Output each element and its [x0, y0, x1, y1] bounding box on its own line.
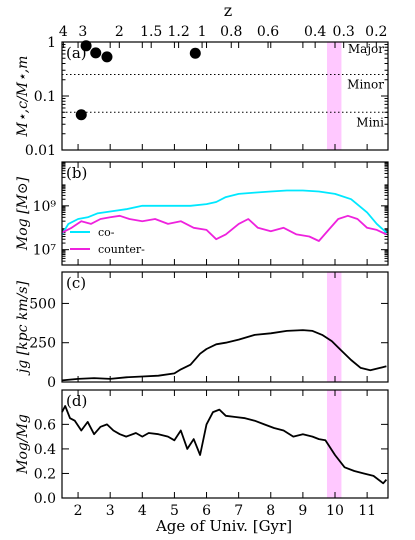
top-tick-label: 0.6: [257, 24, 279, 40]
top-tick-label: 0.8: [220, 24, 242, 40]
panel-d: 0.0 0.2 0.4 0.6 (d) Mog/Mg: [15, 389, 389, 507]
x-tick-label: 11: [358, 503, 376, 519]
panel-frame: [61, 271, 389, 383]
panel-frame: [61, 41, 389, 151]
legend-label: counter-: [98, 243, 145, 256]
y-tick-label: 0.2: [34, 466, 56, 482]
panel-label: (b): [66, 164, 87, 182]
panel-b: 10⁹ 10⁷ co-counter- (b) Mog [M⊙]: [15, 161, 389, 266]
x-tick-label: 6: [202, 503, 211, 519]
y-tick-label: 10⁹: [33, 199, 57, 215]
top-tick-label: 0.2: [365, 24, 387, 40]
y-tick-label: 0.1: [34, 89, 56, 105]
panels: 1 0.1 0.01 Major Minor Mini (a) M⋆,c/M⋆,m 10⁹ 10⁷…: [15, 35, 389, 519]
top-tick-label: 0.3: [333, 24, 355, 40]
y-tick-label: 0.01: [25, 143, 56, 159]
series-line: [61, 405, 388, 485]
panel-a: 1 0.1 0.01 Major Minor Mini (a) M⋆,c/M⋆,m: [15, 35, 389, 159]
data-point: [80, 40, 92, 52]
top-tick-label: 1: [198, 24, 207, 40]
y-tick-label: 10⁷: [33, 243, 57, 259]
top-tick-label: 0.4: [304, 24, 326, 40]
top-tick-label: 2: [115, 24, 124, 40]
y-tick-label: 250: [29, 336, 56, 352]
x-tick-label: 10: [326, 503, 344, 519]
panel-frame: [61, 161, 389, 266]
data-point: [189, 47, 201, 59]
top-axis: 4 3 2 1.5 1.2 1 0.8 0.6 0.4 0.3 0.2: [59, 24, 387, 48]
y-tick-label: 1: [47, 35, 56, 51]
top-tick-label: 1.5: [140, 24, 162, 40]
series-line: [61, 189, 388, 235]
x-tick-label: 4: [138, 503, 147, 519]
x-tick-label: 8: [266, 503, 275, 519]
panel-c: 0 250 500 (c) jg [kpc km/s]: [15, 271, 389, 391]
highlight-band: [326, 42, 342, 150]
top-tick-label: 3: [78, 24, 87, 40]
y-axis-label: M⋆,c/M⋆,m: [15, 56, 31, 138]
panel-label: (a): [66, 44, 87, 62]
y-tick-label: 0: [47, 375, 56, 391]
y-tick-label: 0.0: [34, 491, 56, 507]
series-line: [61, 214, 387, 242]
y-axis-label: Mog [M⊙]: [15, 176, 31, 251]
x-tick-label: 3: [106, 503, 115, 519]
y-tick-label: 0.4: [34, 442, 56, 458]
panel-label: (d): [66, 392, 87, 410]
data-point: [75, 109, 87, 121]
x-tick-label: 7: [234, 503, 243, 519]
y-axis-label: Mog/Mg: [15, 414, 31, 475]
top-tick-label: 1.2: [167, 24, 189, 40]
top-axis-label: z: [224, 1, 232, 20]
highlight-band: [326, 390, 342, 498]
highlight-band: [326, 272, 342, 382]
top-tick-label: 4: [59, 24, 68, 40]
series-line: [61, 329, 387, 382]
reference-label: Major: [348, 42, 384, 56]
data-point: [90, 47, 102, 59]
y-tick-label: 0.6: [34, 417, 56, 433]
panel-label: (c): [66, 274, 86, 292]
y-axis-label: jg [kpc km/s]: [15, 280, 31, 376]
x-axis-label: Age of Univ. [Gyr]: [155, 517, 292, 535]
y-tick-label: 500: [29, 296, 56, 312]
data-point: [101, 51, 113, 63]
legend-label: co-: [98, 226, 115, 239]
reference-label: Minor: [347, 78, 384, 92]
x-tick-label: 9: [298, 503, 307, 519]
reference-label: Mini: [356, 115, 384, 129]
panel-frame: [61, 389, 389, 499]
x-tick-label: 5: [170, 503, 179, 519]
x-tick-label: 2: [74, 503, 83, 519]
